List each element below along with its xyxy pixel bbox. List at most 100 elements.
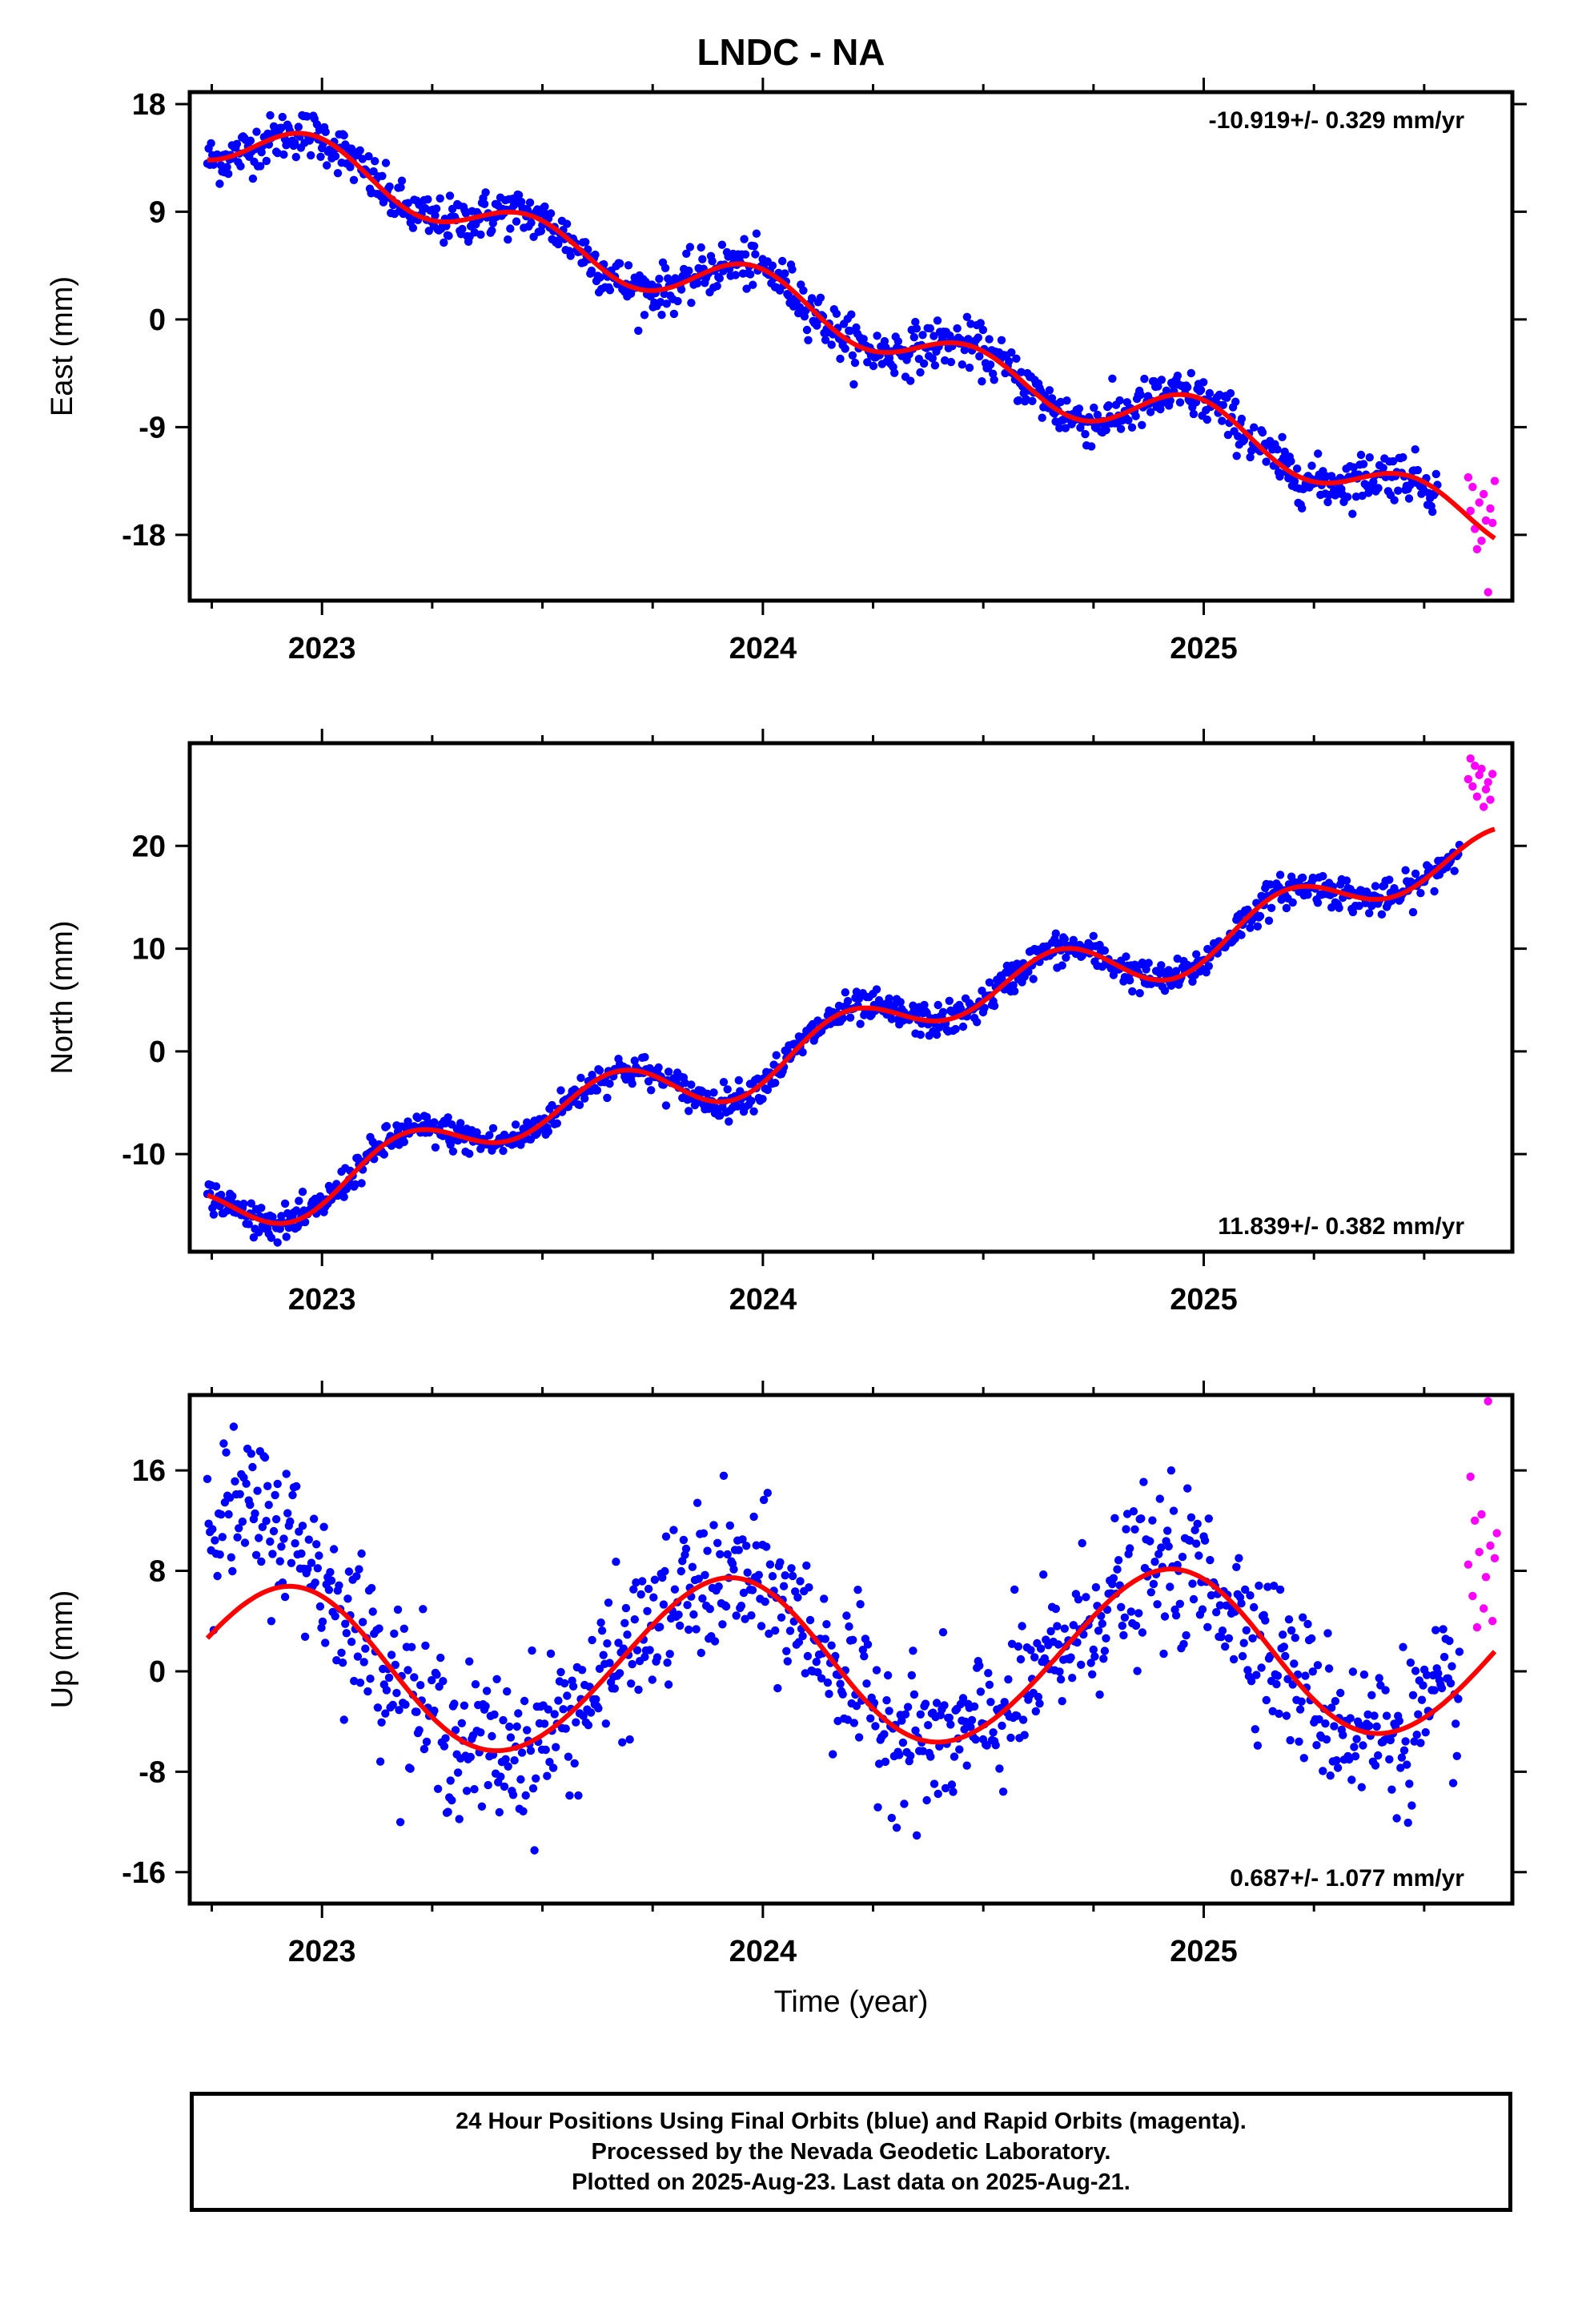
east-final-point xyxy=(277,123,286,132)
up-final-point xyxy=(901,1710,910,1719)
up-final-point xyxy=(366,1675,375,1683)
up-final-point xyxy=(271,1514,281,1524)
north-final-point xyxy=(1267,903,1276,913)
east-fit-curve xyxy=(207,131,1496,541)
up-final-point xyxy=(1246,1591,1255,1600)
east-final-point xyxy=(1005,357,1014,366)
north-final-point xyxy=(1416,889,1425,898)
up-final-point xyxy=(741,1614,749,1623)
east-final-point xyxy=(517,197,526,207)
up-final-point xyxy=(618,1738,627,1747)
up-final-point xyxy=(1403,1818,1412,1827)
east-final-point xyxy=(1017,368,1026,376)
up-final-point xyxy=(1417,1695,1427,1704)
east-final-point xyxy=(841,344,849,353)
up-final-point xyxy=(1321,1719,1330,1728)
up-final-point xyxy=(291,1539,299,1548)
north-final-point xyxy=(223,1206,232,1215)
up-final-point xyxy=(781,1571,789,1580)
up-final-point xyxy=(1347,1775,1356,1784)
east-final-point xyxy=(504,235,512,244)
up-final-point xyxy=(1255,1581,1263,1590)
up-final-point xyxy=(813,1668,822,1677)
up-final-point xyxy=(623,1630,632,1639)
up-rapid-point xyxy=(1472,1622,1482,1632)
up-final-point xyxy=(255,1534,263,1542)
east-final-point xyxy=(1127,423,1137,432)
up-final-point xyxy=(603,1639,612,1648)
east-final-point xyxy=(1131,412,1140,420)
up-final-point xyxy=(1204,1514,1214,1523)
up-final-point xyxy=(842,1611,851,1620)
up-final-point xyxy=(971,1735,980,1744)
up-final-point xyxy=(970,1702,979,1711)
up-final-point xyxy=(1381,1686,1390,1695)
up-final-point xyxy=(966,1723,975,1731)
up-final-point xyxy=(1272,1679,1281,1689)
east-final-point xyxy=(1062,396,1071,405)
up-final-point xyxy=(949,1787,958,1796)
east-final-point xyxy=(918,331,927,340)
up-final-point xyxy=(339,1715,348,1724)
up-final-point xyxy=(1166,1466,1176,1475)
up-final-point xyxy=(1437,1683,1447,1693)
up-final-point xyxy=(342,1629,351,1638)
east-final-point xyxy=(445,191,455,200)
up-final-point xyxy=(759,1495,769,1505)
east-final-point xyxy=(873,332,881,340)
east-final-point xyxy=(990,376,998,384)
north-final-point xyxy=(945,996,954,1006)
up-final-point xyxy=(1163,1526,1172,1535)
east-final-point xyxy=(1108,374,1117,383)
east-final-point xyxy=(930,361,940,370)
north-final-point xyxy=(339,1192,348,1201)
up-final-point xyxy=(390,1629,399,1638)
up-final-point xyxy=(419,1605,428,1614)
east-final-point xyxy=(408,223,418,232)
up-final-point xyxy=(246,1500,255,1510)
up-final-point xyxy=(1055,1667,1064,1676)
east-final-point xyxy=(1278,432,1287,441)
north-final-point xyxy=(267,1233,276,1242)
up-final-point xyxy=(703,1546,712,1555)
north-final-point xyxy=(640,1052,649,1062)
up-rapid-point xyxy=(1466,1472,1475,1482)
up-final-point xyxy=(512,1722,521,1731)
north-final-point xyxy=(295,1196,303,1205)
up-final-point xyxy=(1275,1585,1285,1594)
up-final-point xyxy=(776,1558,785,1567)
east-final-point xyxy=(685,243,695,251)
up-final-point xyxy=(277,1542,286,1551)
north-rapid-point xyxy=(1486,795,1495,804)
up-final-point xyxy=(1186,1536,1195,1546)
up-final-point xyxy=(501,1755,510,1763)
north-final-point xyxy=(772,1051,781,1059)
up-final-point xyxy=(217,1510,226,1519)
east-ytick-label: 0 xyxy=(149,304,166,337)
east-final-point xyxy=(1203,415,1212,424)
east-final-point xyxy=(1115,396,1124,405)
up-final-point xyxy=(238,1517,247,1526)
up-final-point xyxy=(634,1685,643,1695)
up-final-point xyxy=(1154,1550,1163,1558)
east-final-point xyxy=(749,280,757,289)
up-final-point xyxy=(554,1696,563,1705)
up-final-point xyxy=(1375,1674,1383,1683)
up-rate-annotation: 0.687+/- 1.077 mm/yr xyxy=(1230,1865,1464,1892)
north-ytick-label: 0 xyxy=(149,1035,166,1069)
east-panel: 18 9 0 -9 -18 2023 2024 2025 East (mm) -10.919+/-… xyxy=(46,78,1527,665)
east-final-point xyxy=(946,357,956,367)
up-final-point xyxy=(945,1713,954,1723)
east-final-point xyxy=(852,323,861,332)
up-final-point xyxy=(757,1622,766,1630)
up-final-point xyxy=(1414,1710,1423,1719)
north-final-point xyxy=(654,1063,663,1072)
north-final-point xyxy=(872,985,881,994)
up-final-point xyxy=(1419,1681,1427,1690)
north-final-point xyxy=(664,1068,673,1076)
east-final-point xyxy=(827,340,836,349)
north-final-point xyxy=(1157,961,1166,970)
east-final-point xyxy=(1199,378,1208,387)
east-final-point xyxy=(832,309,841,318)
up-final-point xyxy=(648,1675,656,1684)
